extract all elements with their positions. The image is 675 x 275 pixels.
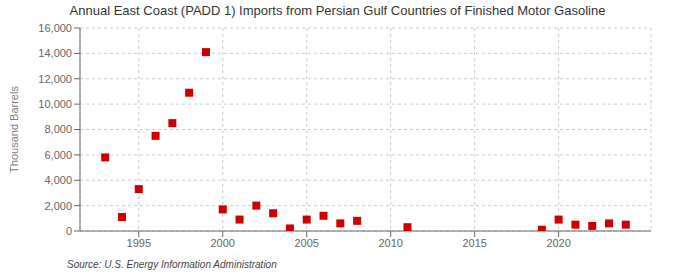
svg-text:1995: 1995	[127, 237, 151, 249]
svg-text:2,000: 2,000	[44, 200, 72, 212]
svg-text:8,000: 8,000	[44, 123, 72, 135]
svg-text:12,000: 12,000	[38, 73, 72, 85]
svg-text:2020: 2020	[546, 237, 570, 249]
html-text:Source: U.S. Energy Informatio: Source: U.S. Energy Information Administ…	[67, 259, 277, 270]
svg-text:4,000: 4,000	[44, 174, 72, 186]
svg-text:16,000: 16,000	[38, 22, 72, 34]
svg-text:2010: 2010	[378, 237, 402, 249]
html-text:Annual East Coast (PADD 1) Imp: Annual East Coast (PADD 1) Imports from …	[69, 3, 606, 18]
svg-text:14,000: 14,000	[38, 47, 72, 59]
svg-text:Thousand Barrels: Thousand Barrels	[8, 86, 20, 173]
svg-text:6,000: 6,000	[44, 149, 72, 161]
svg-text:2000: 2000	[211, 237, 235, 249]
svg-text:10,000: 10,000	[38, 98, 72, 110]
svg-text:2015: 2015	[462, 237, 486, 249]
svg-text:2005: 2005	[294, 237, 318, 249]
svg-text:0: 0	[66, 225, 72, 237]
